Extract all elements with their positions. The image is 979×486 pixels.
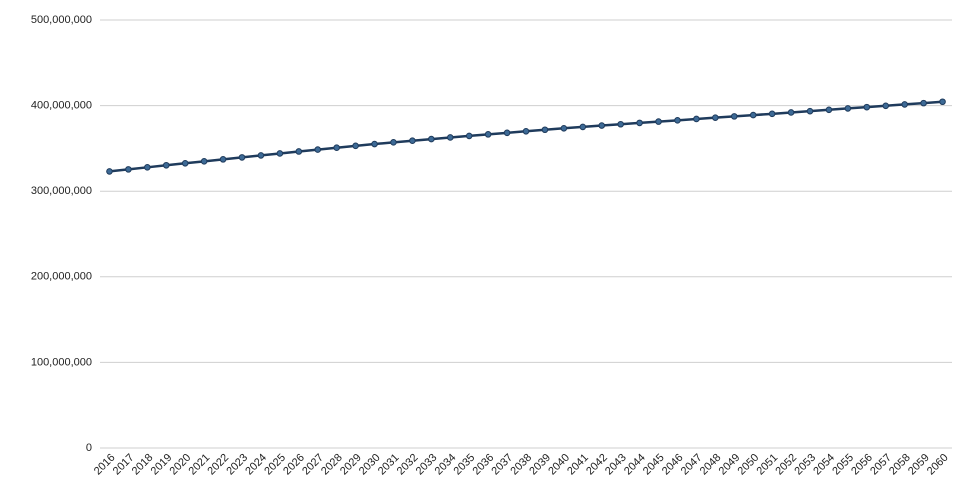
x-tick-label: 2054 xyxy=(811,452,837,478)
data-point xyxy=(920,99,927,107)
data-point xyxy=(787,109,795,116)
y-tick-label: 400,000,000 xyxy=(31,100,92,112)
x-tick-label: 2040 xyxy=(546,452,572,478)
data-point xyxy=(806,107,814,115)
x-tick-label: 2043 xyxy=(603,452,629,478)
data-point xyxy=(598,122,606,129)
x-tick-label: 2035 xyxy=(452,452,478,478)
data-point xyxy=(541,126,549,134)
data-point xyxy=(825,106,833,114)
x-tick-label: 2036 xyxy=(471,452,497,478)
x-tick-label: 2034 xyxy=(433,452,459,478)
data-point xyxy=(428,135,435,143)
x-tick-label: 2049 xyxy=(717,452,743,478)
data-point xyxy=(295,148,303,155)
data-point xyxy=(390,139,397,146)
data-point xyxy=(125,166,132,173)
data-point xyxy=(106,168,113,175)
data-point xyxy=(446,134,454,141)
data-point xyxy=(522,127,530,135)
data-point xyxy=(674,117,681,124)
x-tick-label: 2017 xyxy=(111,452,137,478)
data-point xyxy=(939,98,946,106)
data-point xyxy=(863,103,871,111)
x-tick-label: 2026 xyxy=(281,452,307,478)
y-tick-label: 100,000,000 xyxy=(31,356,92,368)
x-tick-label: 2059 xyxy=(906,452,932,478)
data-point xyxy=(636,119,643,127)
data-point xyxy=(181,159,189,167)
x-tick-label: 2060 xyxy=(925,452,951,478)
x-tick-label: 2057 xyxy=(868,452,894,478)
data-point xyxy=(238,154,246,161)
x-tick-label: 2032 xyxy=(395,452,421,478)
data-point xyxy=(409,137,416,144)
data-point xyxy=(882,102,890,110)
x-tick-label: 2053 xyxy=(792,452,818,478)
data-point xyxy=(844,105,852,112)
x-tick-label: 2056 xyxy=(849,452,875,478)
data-point xyxy=(655,118,662,125)
x-tick-label: 2041 xyxy=(565,452,591,478)
data-point xyxy=(730,113,738,120)
x-tick-label: 2058 xyxy=(887,452,913,478)
data-point xyxy=(503,129,511,137)
x-tick-label: 2051 xyxy=(755,452,781,478)
x-tick-label: 2022 xyxy=(205,452,231,478)
data-point xyxy=(200,158,208,165)
data-point xyxy=(484,131,492,138)
x-tick-label: 2039 xyxy=(527,452,553,478)
x-tick-label: 2018 xyxy=(130,452,156,478)
data-point xyxy=(371,140,378,148)
data-point xyxy=(712,114,719,121)
data-point xyxy=(749,111,757,119)
x-tick-label: 2020 xyxy=(168,452,194,478)
y-tick-label: 0 xyxy=(86,442,92,454)
x-tick-label: 2042 xyxy=(584,452,610,478)
y-tick-label: 300,000,000 xyxy=(31,185,92,197)
x-tick-label: 2048 xyxy=(698,452,724,478)
x-tick-label: 2028 xyxy=(319,452,345,478)
x-tick-label: 2044 xyxy=(622,452,648,478)
data-line xyxy=(109,100,943,173)
data-point xyxy=(560,124,568,132)
x-tick-label: 2030 xyxy=(357,452,383,478)
data-point xyxy=(901,101,908,108)
x-tick-label: 2033 xyxy=(414,452,440,478)
x-tick-label: 2046 xyxy=(660,452,686,478)
x-tick-label: 2045 xyxy=(641,452,667,478)
data-point xyxy=(162,161,170,169)
data-point xyxy=(693,115,700,123)
data-point xyxy=(314,146,322,153)
y-tick-label: 200,000,000 xyxy=(31,271,92,283)
data-point xyxy=(768,110,776,118)
data-point xyxy=(257,152,265,159)
x-tick-label: 2037 xyxy=(489,452,515,478)
data-point xyxy=(465,132,473,140)
x-tick-label: 2052 xyxy=(773,452,799,478)
data-point xyxy=(579,123,587,131)
x-tick-label: 2016 xyxy=(92,452,118,478)
x-tick-label: 2021 xyxy=(187,452,213,478)
x-tick-label: 2055 xyxy=(830,452,856,478)
x-tick-label: 2050 xyxy=(736,452,762,478)
x-tick-label: 2031 xyxy=(376,452,402,478)
data-point xyxy=(276,150,284,157)
data-point xyxy=(219,156,227,163)
data-point xyxy=(352,142,359,150)
x-tick-label: 2038 xyxy=(508,452,534,478)
x-tick-label: 2019 xyxy=(149,452,175,478)
y-tick-label: 500,000,000 xyxy=(31,14,92,26)
x-tick-label: 2047 xyxy=(679,452,705,478)
x-tick-label: 2027 xyxy=(300,452,326,478)
x-tick-label: 2024 xyxy=(243,452,269,478)
data-point xyxy=(333,144,340,152)
data-point xyxy=(144,164,151,171)
data-point xyxy=(617,120,624,128)
x-tick-label: 2029 xyxy=(338,452,364,478)
x-tick-label: 2023 xyxy=(224,452,250,478)
x-tick-label: 2025 xyxy=(262,452,288,478)
